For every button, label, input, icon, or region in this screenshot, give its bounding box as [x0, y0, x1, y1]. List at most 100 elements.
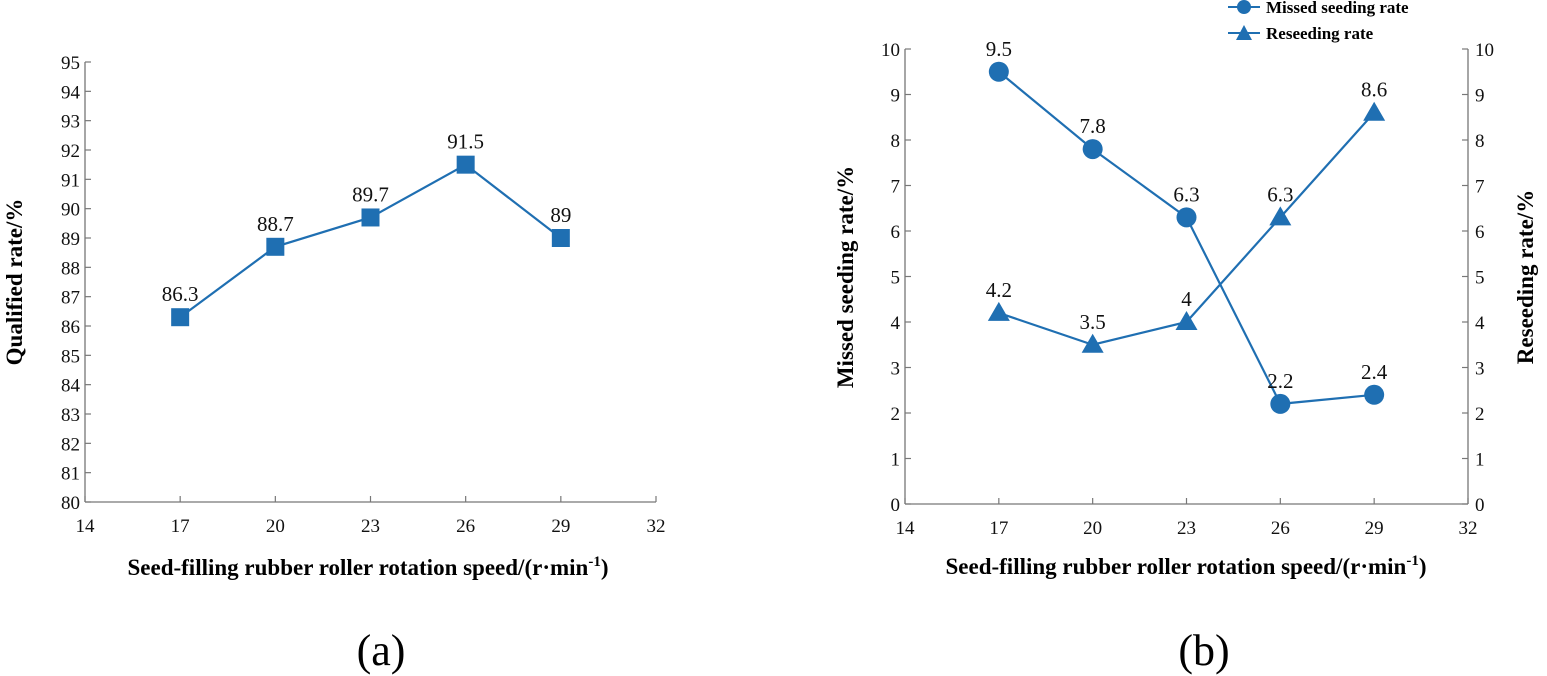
chart-b-series-line-circle [998, 70, 1375, 406]
chart-a-x-tick-label: 29 [551, 516, 570, 537]
chart-a-x-axis-title-main: Seed-filling rubber roller rotation spee… [127, 555, 588, 580]
chart-b-data-label: 4 [1181, 287, 1192, 311]
chart-b-y-tick-label: 2 [891, 404, 901, 425]
chart-b-x-tick-label: 14 [896, 518, 916, 539]
chart-a-x-tick-label: 14 [76, 516, 96, 537]
chart-a-x-tick-label: 32 [647, 516, 666, 537]
chart-b-y-right-tick-label: 7 [1475, 177, 1485, 198]
chart-b-data-point [1364, 384, 1385, 405]
chart-a-x-axis-title-close: ) [601, 555, 609, 580]
chart-b-data-label: 2.2 [1267, 369, 1293, 393]
chart-a-y-tick-label: 82 [61, 434, 80, 455]
chart-a-data-label: 89 [550, 203, 571, 227]
chart-b-y-right-tick-label: 10 [1475, 40, 1494, 61]
chart-b-y-right-tick-label: 3 [1475, 359, 1485, 380]
chart-b-y-right-tick-label: 1 [1475, 450, 1485, 471]
chart-b-data-point [987, 301, 1010, 321]
chart-a-y-tick-label: 84 [61, 376, 81, 397]
chart-b-data-label: 7.8 [1080, 114, 1106, 138]
chart-a-data-label: 88.7 [257, 212, 294, 236]
legend-label-missed: Missed seeding rate [1266, 0, 1409, 17]
chart-a-y-tick-label: 86 [61, 317, 80, 338]
chart-a-data-point [361, 208, 380, 227]
chart-a-data-label: 91.5 [447, 130, 484, 154]
chart-b-data-point [1363, 101, 1386, 121]
chart-a-y-tick-label: 89 [61, 229, 80, 250]
chart-a-data-label: 89.7 [352, 182, 389, 206]
chart-b-y-right-tick-label: 4 [1475, 313, 1485, 334]
chart-b-data-point [1082, 139, 1103, 160]
chart-b-x-tick-label: 26 [1271, 518, 1290, 539]
chart-b-y-right-tick-label: 0 [1475, 495, 1485, 516]
legend-label-reseeding: Reseeding rate [1266, 24, 1374, 43]
chart-b-x-tick-label: 23 [1177, 518, 1196, 539]
chart-b-x-tick-label: 20 [1083, 518, 1102, 539]
chart-b-data-point [1270, 393, 1291, 414]
chart-b-y-ticks-left: 0 1 2 3 4 5 6 7 8 9 10 [881, 40, 911, 516]
chart-b-y-tick-label: 6 [891, 222, 901, 243]
legend-marker-circle [1237, 0, 1251, 14]
chart-b-y-axis-title-right: Reseeding rate/% [1513, 190, 1538, 364]
chart-a-y-tick-label: 95 [61, 53, 80, 74]
chart-b-y-tick-label: 0 [891, 495, 901, 516]
chart-a: 80 81 82 83 84 85 86 87 88 89 90 91 92 93 94 95 14 17 20 2… [2, 53, 666, 675]
chart-a-x-axis-title-sup: -1 [588, 554, 601, 570]
chart-a-y-tick-label: 80 [61, 493, 80, 514]
chart-b-y-right-tick-label: 2 [1475, 404, 1485, 425]
chart-b-data-point [1175, 311, 1198, 330]
chart-b-data-point [1269, 206, 1292, 226]
chart-b-data-point [988, 61, 1009, 82]
chart-a-series: 86.3 88.7 89.7 91.5 89 [162, 130, 571, 327]
chart-a-y-tick-label: 93 [61, 112, 80, 133]
chart-a-y-tick-label: 91 [61, 170, 80, 191]
chart-a-data-point [171, 308, 190, 327]
chart-b-data-label: 4.2 [986, 278, 1012, 302]
chart-a-y-tick-label: 81 [61, 464, 80, 485]
chart-a-x-tick-label: 23 [361, 516, 380, 537]
chart-b-x-axis-title: Seed-filling rubber roller rotation spee… [945, 553, 1426, 579]
chart-a-data-point [456, 155, 475, 174]
chart-b-y-tick-label: 3 [891, 359, 901, 380]
chart-a-x-tick-label: 17 [171, 516, 190, 537]
chart-b-data-label: 3.5 [1080, 310, 1106, 334]
chart-a-caption: (a) [357, 626, 406, 675]
chart-b-y-right-tick-label: 5 [1475, 268, 1485, 289]
chart-a-x-ticks: 14 17 20 23 26 29 32 [76, 496, 666, 537]
chart-b-data-label: 9.5 [986, 37, 1012, 61]
chart-a-y-tick-label: 83 [61, 405, 80, 426]
chart-a-y-tick-label: 94 [61, 82, 81, 103]
chart-b-y-tick-label: 9 [891, 86, 901, 107]
chart-b-y-right-tick-label: 6 [1475, 222, 1485, 243]
chart-a-y-tick-label: 85 [61, 346, 80, 367]
chart-b-data-label: 6.3 [1173, 182, 1199, 206]
chart-b-series: 9.5 7.8 6.3 2.2 2.4 4.2 3.5 4 6.3 8.6 [986, 37, 1388, 414]
chart-b-y-right-tick-label: 8 [1475, 131, 1485, 152]
chart-a-y-tick-label: 87 [61, 288, 80, 309]
chart-b-y-tick-label: 5 [891, 268, 901, 289]
chart-a-x-axis-title: Seed-filling rubber roller rotation spee… [127, 554, 608, 580]
chart-a-data-point [266, 237, 285, 256]
chart-b-legend: Missed seeding rate Reseeding rate [1228, 0, 1409, 43]
chart-b-y-tick-label: 8 [891, 131, 901, 152]
chart-b-y-tick-label: 1 [891, 450, 901, 471]
chart-b-x-axis-title-sup: -1 [1406, 553, 1419, 569]
chart-b-x-tick-label: 29 [1365, 518, 1384, 539]
chart-b-y-tick-label: 4 [891, 313, 901, 334]
chart-b-y-right-tick-label: 9 [1475, 86, 1485, 107]
chart-b-y-axis-title-left: Missed seeding rate/% [833, 166, 858, 388]
chart-a-y-tick-label: 90 [61, 200, 80, 221]
chart-a-y-tick-label: 92 [61, 141, 80, 162]
chart-b-x-axis-title-main: Seed-filling rubber roller rotation spee… [945, 554, 1406, 579]
chart-a-x-tick-label: 26 [456, 516, 475, 537]
chart-a-x-tick-label: 20 [266, 516, 285, 537]
chart-a-y-axis-title: Qualified rate/% [2, 199, 27, 366]
chart-b-caption: (b) [1178, 626, 1229, 675]
chart-b-y-tick-label: 10 [881, 40, 900, 61]
chart-a-y-tick-label: 88 [61, 258, 80, 279]
chart-b-data-label: 8.6 [1361, 78, 1387, 102]
chart-a-data-label: 86.3 [162, 282, 199, 306]
chart-b-x-tick-label: 17 [989, 518, 1008, 539]
chart-a-data-point [551, 229, 570, 247]
